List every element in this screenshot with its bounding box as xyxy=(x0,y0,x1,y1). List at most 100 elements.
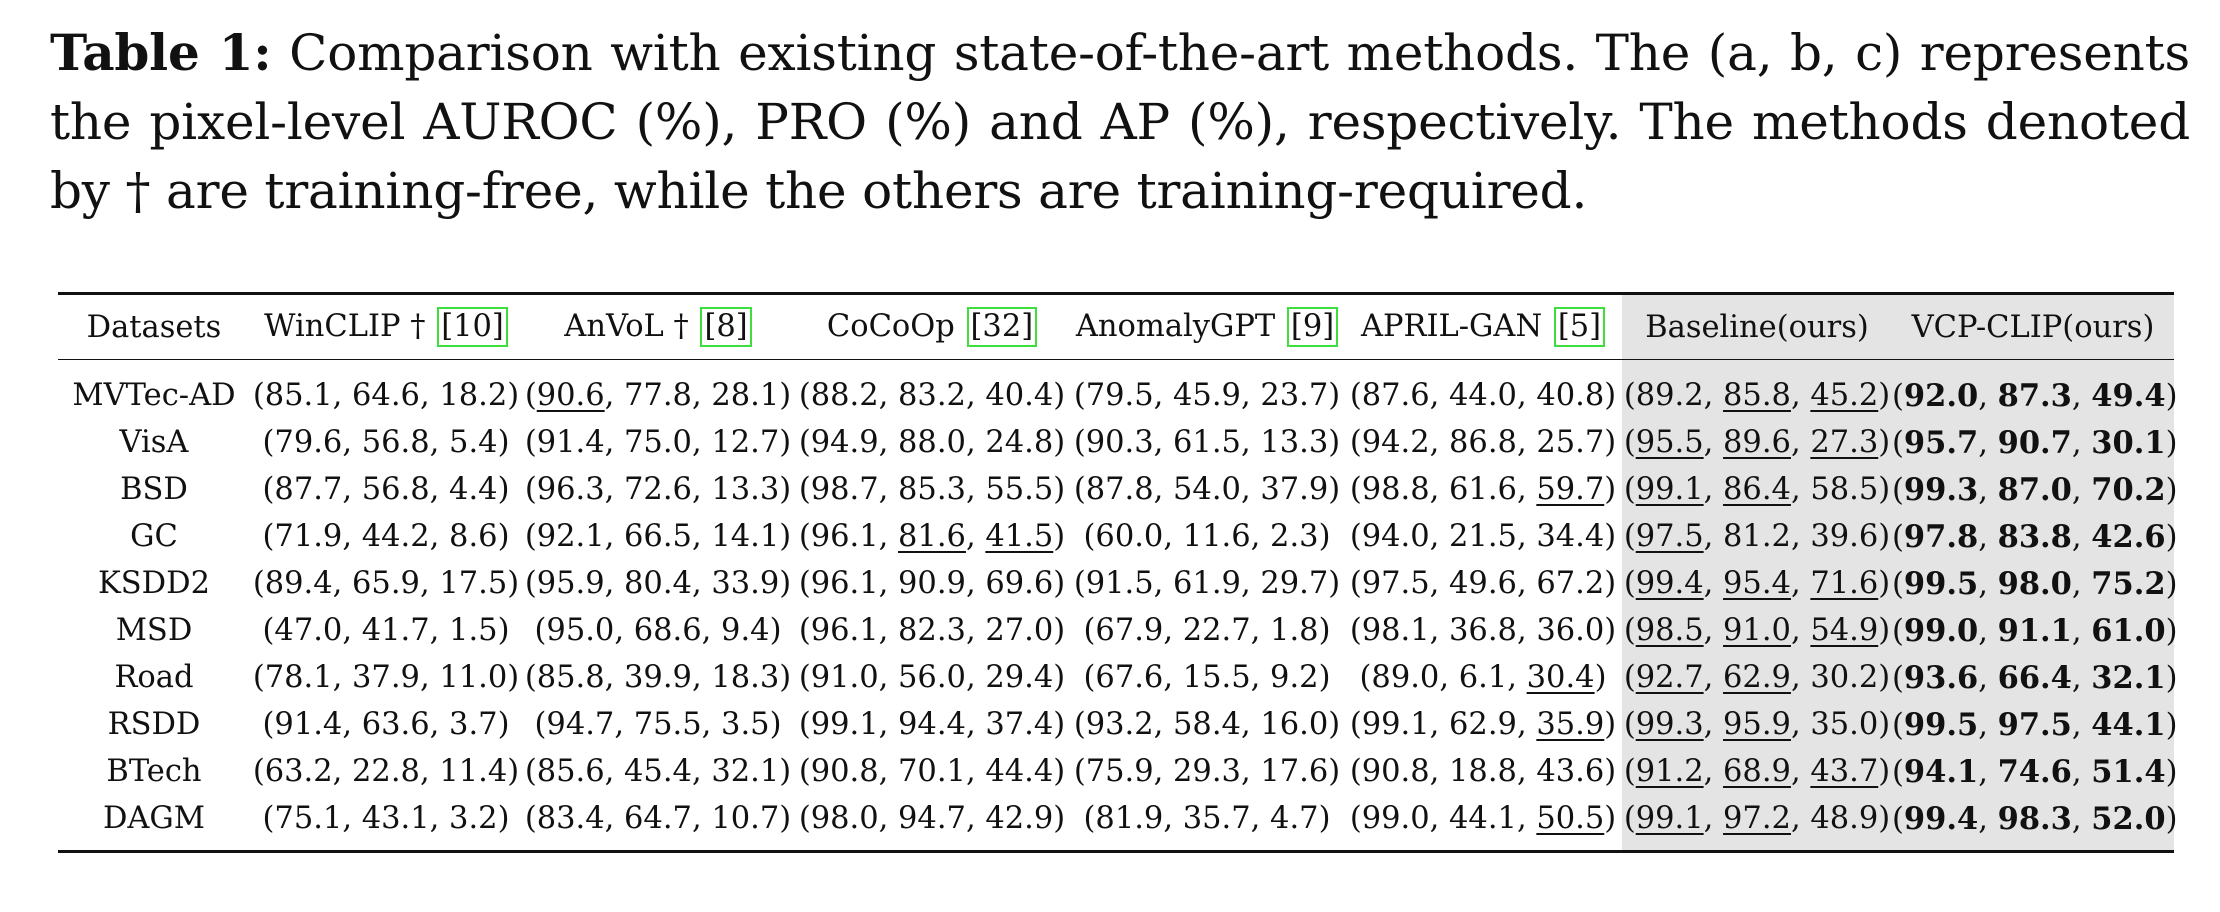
metric-value: 14.1 xyxy=(711,519,780,554)
citation-link[interactable]: [5] xyxy=(1553,307,1606,347)
table-row: Road (78.1, 37.9, 11.0) (85.8, 39.9, 18.3)… xyxy=(58,654,2177,701)
metric-cell: (99.0, 91.1, 61.0) xyxy=(1892,607,2177,654)
metric-value: 99.1 xyxy=(1361,707,1430,742)
metric-value: 85.1 xyxy=(264,378,333,413)
metric-value: 78.1 xyxy=(264,660,333,695)
citation-link[interactable]: [32] xyxy=(966,307,1038,347)
metric-value: 99.4 xyxy=(1635,566,1704,601)
metric-cell: (99.1, 97.2, 48.9) xyxy=(1622,795,1892,852)
citation-link[interactable]: [8] xyxy=(700,307,752,347)
dataset-name-cell: VisA xyxy=(119,425,189,460)
metric-cell: (96.3, 72.6, 13.3) xyxy=(524,472,792,507)
metric-cell: (60.0, 11.6, 2.3) xyxy=(1083,519,1331,554)
metric-value: 65.9 xyxy=(352,566,420,601)
metric-value: 27.3 xyxy=(1810,425,1879,460)
metric-value: 42.6 xyxy=(2091,518,2166,555)
column-header-label: APRIL-GAN xyxy=(1360,309,1543,344)
metric-cell: (81.9, 35.7, 4.7) xyxy=(1083,801,1331,836)
metric-value: 67.9 xyxy=(1095,613,1164,648)
metric-value: 83.8 xyxy=(1997,518,2072,555)
metric-cell: (94.2, 86.8, 25.7) xyxy=(1349,425,1617,460)
metric-cell: (98.5, 91.0, 54.9) xyxy=(1622,607,1892,654)
metric-cell: (85.6, 45.4, 32.1) xyxy=(524,754,792,789)
metric-cell: (91.4, 75.0, 12.7) xyxy=(524,425,792,460)
metric-cell: (88.2, 83.2, 40.4) xyxy=(798,378,1066,413)
metric-value: 91.5 xyxy=(1085,566,1154,601)
metric-cell: (91.5, 61.9, 29.7) xyxy=(1073,566,1341,601)
metric-value: 8.6 xyxy=(449,519,498,554)
caption-text: Comparison with existing state-of-the-ar… xyxy=(50,24,2190,220)
metric-value: 43.1 xyxy=(361,801,430,836)
metric-value: 56.8 xyxy=(361,472,430,507)
metric-cell: (99.1, 86.4, 58.5) xyxy=(1622,466,1892,513)
dataset-name-cell: DAGM xyxy=(102,801,206,836)
metric-value: 61.0 xyxy=(2091,612,2166,649)
metric-value: 97.5 xyxy=(1997,706,2072,743)
metric-cell: (47.0, 41.7, 1.5) xyxy=(262,613,510,648)
metric-value: 48.9 xyxy=(1810,801,1879,836)
metric-value: 86.8 xyxy=(1449,425,1517,460)
metric-value: 1.5 xyxy=(449,613,498,648)
metric-value: 94.7 xyxy=(898,801,966,836)
metric-value: 92.1 xyxy=(536,519,605,554)
dataset-name-cell: Road xyxy=(114,660,194,695)
metric-cell: (99.5, 98.0, 75.2) xyxy=(1892,560,2177,607)
metric-value: 28.1 xyxy=(711,378,780,413)
metric-value: 70.1 xyxy=(898,754,966,789)
metric-value: 40.4 xyxy=(985,378,1054,413)
metric-cell: (85.1, 64.6, 18.2) xyxy=(252,378,520,413)
table-row: GC (71.9, 44.2, 8.6) (92.1, 66.5, 14.1) (96… xyxy=(58,513,2177,560)
metric-value: 1.8 xyxy=(1270,613,1319,648)
dataset-name-cell: KSDD2 xyxy=(98,566,210,601)
metric-cell: (93.6, 66.4, 32.1) xyxy=(1892,654,2177,701)
column-header-label: CoCoOp xyxy=(826,309,955,344)
metric-value: 72.6 xyxy=(624,472,692,507)
metric-value: 82.3 xyxy=(898,613,966,648)
table-caption: Table 1: Comparison with existing state-… xyxy=(50,18,2190,226)
metric-cell: (95.9, 80.4, 33.9) xyxy=(524,566,792,601)
metric-value: 58.4 xyxy=(1173,707,1241,742)
metric-value: 35.0 xyxy=(1810,707,1879,742)
metric-cell: (99.0, 44.1, 50.5) xyxy=(1349,801,1617,836)
metric-value: 89.4 xyxy=(264,566,333,601)
metric-cell: (99.5, 97.5, 44.1) xyxy=(1892,701,2177,748)
metric-value: 66.4 xyxy=(1997,659,2072,696)
column-header-label: VCP-CLIP(ours) xyxy=(1911,309,2155,345)
metric-value: 97.8 xyxy=(1903,518,1979,555)
column-header-method-6: Baseline(ours) xyxy=(1622,293,1892,360)
metric-cell: (89.2, 85.8, 45.2) xyxy=(1622,359,1892,419)
metric-value: 6.1 xyxy=(1458,660,1508,695)
metric-value: 39.9 xyxy=(624,660,692,695)
metric-value: 59.7 xyxy=(1536,472,1605,507)
metric-value: 98.7 xyxy=(810,472,879,507)
metric-value: 85.3 xyxy=(898,472,966,507)
metric-cell: (98.0, 94.7, 42.9) xyxy=(798,801,1066,836)
metric-value: 29.4 xyxy=(985,660,1054,695)
metric-value: 17.6 xyxy=(1260,754,1329,789)
metric-value: 61.9 xyxy=(1173,566,1241,601)
metric-value: 99.1 xyxy=(810,707,879,742)
metric-value: 91.0 xyxy=(1723,613,1791,648)
metric-value: 56.0 xyxy=(898,660,966,695)
metric-value: 96.3 xyxy=(536,472,605,507)
metric-cell: (90.8, 70.1, 44.4) xyxy=(798,754,1066,789)
metric-value: 64.6 xyxy=(352,378,420,413)
metric-value: 87.3 xyxy=(1997,377,2072,414)
column-header-method-5: APRIL-GAN [5] xyxy=(1344,293,1622,360)
metric-value: 89.6 xyxy=(1723,425,1791,460)
metric-value: 99.1 xyxy=(1635,472,1704,507)
metric-value: 36.0 xyxy=(1536,613,1605,648)
citation-link[interactable]: [10] xyxy=(437,307,508,347)
citation-link[interactable]: [9] xyxy=(1286,307,1339,347)
dataset-name-cell: MVTec-AD xyxy=(72,378,236,413)
metric-value: 40.8 xyxy=(1536,378,1605,413)
metric-value: 55.5 xyxy=(985,472,1054,507)
metric-value: 49.6 xyxy=(1449,566,1517,601)
metric-value: 18.8 xyxy=(1449,754,1517,789)
metric-value: 62.9 xyxy=(1723,660,1791,695)
metric-value: 4.7 xyxy=(1270,801,1319,836)
metric-value: 67.2 xyxy=(1536,566,1605,601)
metric-value: 97.5 xyxy=(1635,519,1704,554)
dataset-name-cell: RSDD xyxy=(107,707,201,742)
metric-value: 34.4 xyxy=(1536,519,1605,554)
